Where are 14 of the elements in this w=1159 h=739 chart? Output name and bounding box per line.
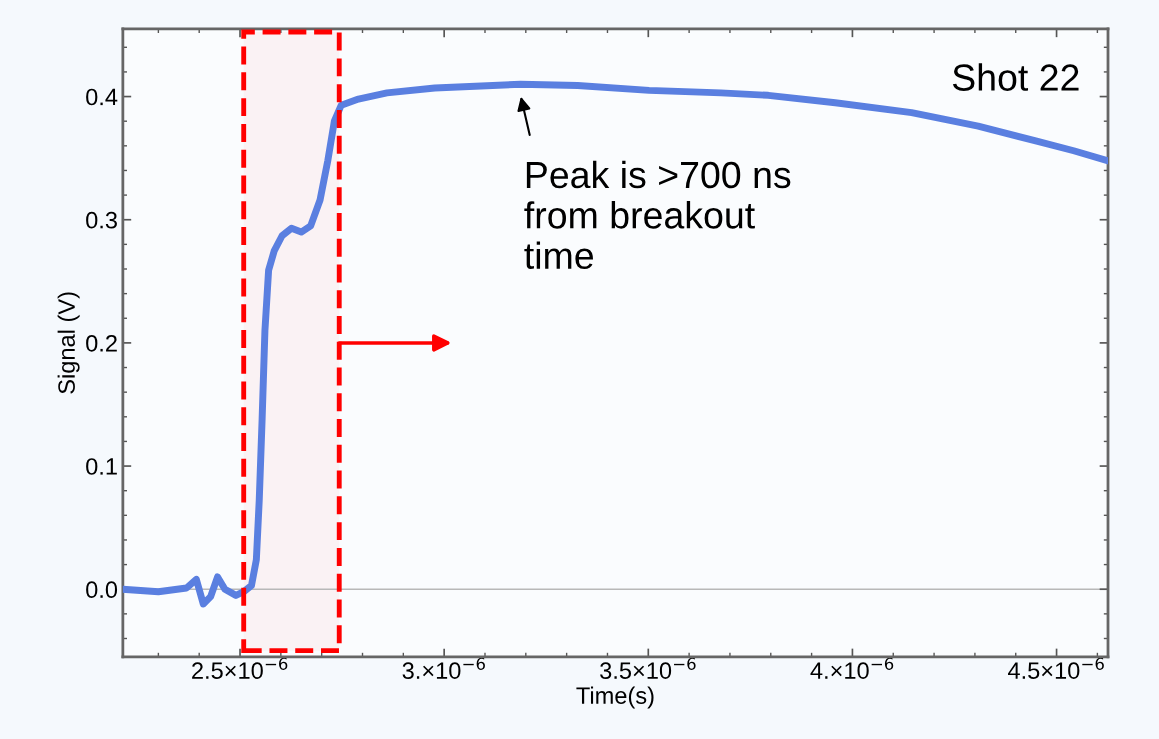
x-tick-label: 3.×10$^{−6}$ [402,657,485,679]
annotation: Peak is >700 ns from breakout time [524,160,791,270]
x-tick-label: 3.5×10$^{−6}$ [600,657,696,679]
y-tick-label: 0.3 [86,211,117,229]
y-tick-label: 0.1 [86,458,117,475]
annotation: Shot 22 [952,63,1079,91]
y-tick-label: 0.2 [86,334,117,352]
y-tick-label: 0.4 [86,88,118,106]
x-tick-label: 4.×10$^{−6}$ [810,657,894,679]
x-tick-label: 2.5×10$^{−6}$ [192,657,288,679]
x-axis-title: Time(s) [576,686,654,709]
y-axis-title: Signal (V) [57,292,80,394]
x-tick-label: 4.5×10$^{−6}$ [1007,657,1104,679]
y-tick-label: 0.0 [86,581,118,599]
